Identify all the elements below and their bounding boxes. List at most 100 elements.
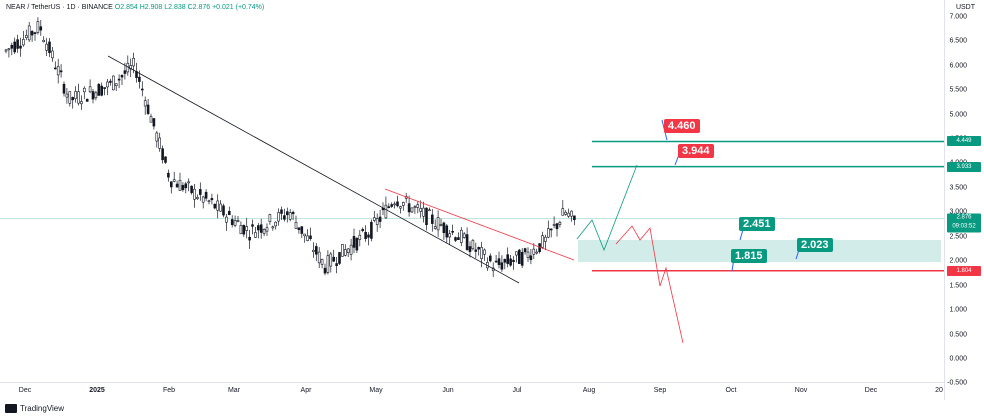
candle-body <box>500 262 504 270</box>
candle-body <box>77 91 80 104</box>
current-price-tag: 2.876 09:03:52 <box>947 213 981 233</box>
candle-body <box>30 31 34 36</box>
candle-body <box>190 185 193 194</box>
candle-body <box>196 197 199 199</box>
candle-body <box>262 229 266 234</box>
candle-body <box>228 210 231 216</box>
candle-body <box>509 258 512 266</box>
candle-body <box>454 237 457 241</box>
level-price-tag: 3.933 <box>947 161 981 172</box>
target-high-callout[interactable]: 4.460 <box>664 119 700 133</box>
candle-body <box>413 206 417 208</box>
candle-body <box>352 236 356 248</box>
candle-body <box>199 189 202 195</box>
candle-body <box>520 251 524 266</box>
candle-body <box>326 255 330 273</box>
candle-body <box>22 39 25 46</box>
price-tick-label: 3.500 <box>949 184 967 192</box>
candle-body <box>361 229 365 231</box>
bearish-scenario-path <box>615 225 684 344</box>
price-axis[interactable]: USDT 7.0006.5006.0005.5005.0004.5004.000… <box>944 0 984 400</box>
candle-body <box>317 251 321 264</box>
candle-body <box>343 249 347 256</box>
candle-body <box>7 48 11 51</box>
time-tick-label: Jul <box>512 387 522 394</box>
candle-body <box>149 116 153 123</box>
candle-body <box>364 231 367 240</box>
candle-body <box>109 80 112 83</box>
time-tick-label: Dec <box>864 387 878 394</box>
candle-body <box>167 172 170 178</box>
candle-body <box>297 227 301 230</box>
candle-body <box>372 217 376 221</box>
time-axis[interactable]: Dec 2025 Feb Mar Apr May Jun Jul Aug Sep Oct Nov Dec… <box>0 382 944 401</box>
candle-body <box>497 258 501 265</box>
candle-body <box>219 203 222 212</box>
candle-body <box>477 247 481 250</box>
time-tick-label: 2025 <box>89 387 105 394</box>
candle-body <box>401 202 405 206</box>
tradingview-logo-text: TradingView <box>20 404 65 413</box>
candle-body <box>271 226 275 229</box>
candle-body <box>123 70 127 74</box>
candle-body <box>114 83 118 86</box>
candle-body <box>494 260 498 263</box>
candle-body <box>465 234 469 251</box>
candle-body <box>254 232 257 238</box>
candle-body <box>332 256 336 262</box>
time-tick-label: Oct <box>725 387 737 394</box>
candle-body <box>59 70 63 73</box>
candle-body <box>19 45 22 49</box>
candle-body <box>80 101 83 105</box>
candle-body <box>442 222 446 234</box>
price-tick-label: 1.500 <box>949 282 967 290</box>
candle-body <box>248 236 251 241</box>
candle-body <box>39 26 43 31</box>
candle-body <box>564 211 568 215</box>
current-price-value: 2.876 <box>956 214 972 221</box>
time-tick-label: Nov <box>794 387 808 394</box>
currency-label[interactable]: USDT <box>955 4 975 11</box>
candle-body <box>100 85 103 96</box>
candle-body <box>320 259 324 265</box>
candle-body <box>294 222 298 229</box>
level-price-tag: 4.449 <box>947 136 981 147</box>
zone-top-callout[interactable]: 2.451 <box>739 217 775 231</box>
candle-body <box>410 207 414 213</box>
candle-body <box>74 91 77 99</box>
candle-body <box>552 224 556 226</box>
zone-bottom-right-callout[interactable]: 2.023 <box>797 238 833 252</box>
candle-body <box>36 21 40 33</box>
tradingview-logo[interactable]: TradingView <box>5 404 64 413</box>
symbol-text[interactable]: NEAR / TetherUS · 1D · BINANCE <box>6 4 113 11</box>
candle-body <box>546 228 550 238</box>
candle-body <box>436 217 440 231</box>
candle-body <box>280 209 283 214</box>
candle-body <box>561 208 565 216</box>
candle-body <box>117 78 121 81</box>
candle-body <box>570 210 573 217</box>
candle-body <box>445 225 449 238</box>
price-tick-label: 2.500 <box>949 233 967 241</box>
candle-body <box>94 92 98 99</box>
candle-body <box>45 43 48 51</box>
candle-body <box>68 91 72 104</box>
candle-body <box>512 259 515 262</box>
candle-body <box>132 58 135 67</box>
candle-body <box>256 225 260 231</box>
candle-body <box>16 39 19 49</box>
candle-body <box>291 211 295 215</box>
chart-area[interactable]: NEAR / TetherUS · 1D · BINANCE O2.854 H2… <box>0 0 944 382</box>
candle-body <box>349 244 353 255</box>
candle-body <box>112 75 115 91</box>
zone-bottom-left-callout[interactable]: 1.815 <box>731 249 767 263</box>
long-downtrend-line <box>107 55 520 284</box>
candle-body <box>488 255 492 262</box>
chart-canvas[interactable] <box>0 0 944 382</box>
candle-body <box>474 249 478 252</box>
candle-body <box>462 233 466 238</box>
candle-body <box>233 220 237 226</box>
target-mid-callout[interactable]: 3.944 <box>678 144 714 158</box>
candle-body <box>358 234 362 240</box>
price-tick-label: 0.500 <box>949 331 967 339</box>
